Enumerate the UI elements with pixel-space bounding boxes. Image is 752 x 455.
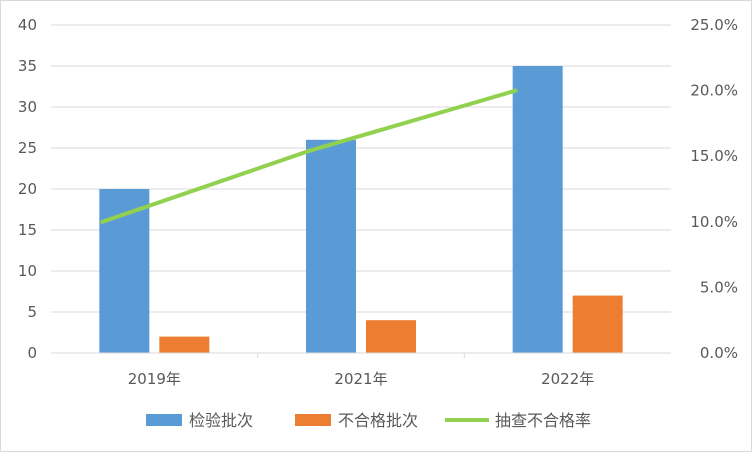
legend-swatch-unqualified-batches xyxy=(295,414,331,426)
right-tick-label: 25.0% xyxy=(690,16,738,34)
unqualified-batches-bar xyxy=(159,336,210,353)
bars xyxy=(99,66,623,353)
category-label: 2021年 xyxy=(334,370,387,388)
right-axis-ticks: 0.0% 5.0% 10.0% 15.0% 20.0% 25.0% xyxy=(690,16,738,362)
left-tick-label: 0 xyxy=(27,344,37,362)
left-tick-label: 25 xyxy=(18,139,37,157)
gridlines xyxy=(51,24,671,313)
inspection-batches-bar xyxy=(306,139,356,353)
unqualified-batches-bar xyxy=(366,320,416,353)
left-tick-label: 35 xyxy=(18,57,37,75)
left-tick-label: 15 xyxy=(18,221,37,239)
inspection-batches-bar xyxy=(512,66,563,353)
right-tick-label: 5.0% xyxy=(700,278,738,296)
right-tick-label: 20.0% xyxy=(690,82,738,100)
legend-label-unqualified-batches: 不合格批次 xyxy=(338,411,418,430)
left-tick-label: 5 xyxy=(27,303,37,321)
left-tick-label: 30 xyxy=(18,98,37,116)
legend: 检验批次 不合格批次 抽查不合格率 xyxy=(146,411,591,430)
left-tick-label: 10 xyxy=(18,262,37,280)
left-tick-label: 40 xyxy=(18,16,37,34)
left-axis-ticks: 0 5 10 15 20 25 30 35 40 xyxy=(18,16,37,362)
rate-line xyxy=(100,88,518,224)
legend-label-unqualified-rate: 抽查不合格率 xyxy=(495,411,591,430)
right-tick-label: 0.0% xyxy=(700,344,738,362)
legend-swatch-inspection-batches xyxy=(146,414,182,426)
legend-label-inspection-batches: 检验批次 xyxy=(189,411,253,430)
category-label: 2022年 xyxy=(541,370,594,388)
unqualified-batches-bar xyxy=(572,295,623,353)
category-labels: 2019年 2021年 2022年 xyxy=(128,353,594,388)
left-tick-label: 20 xyxy=(18,180,37,198)
right-tick-label: 10.0% xyxy=(690,213,738,231)
category-label: 2019年 xyxy=(128,370,181,388)
right-tick-label: 15.0% xyxy=(690,147,738,165)
unqualified-rate-line xyxy=(100,88,518,224)
